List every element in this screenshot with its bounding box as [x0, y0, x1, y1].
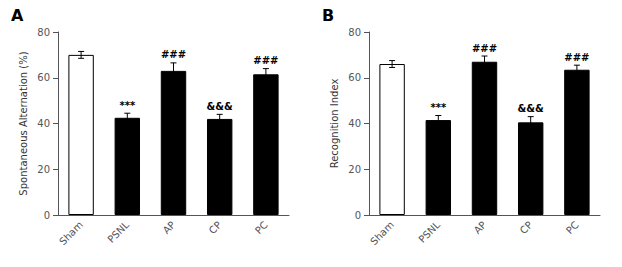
svg-text:40: 40 [348, 118, 361, 129]
svg-text:###: ### [472, 43, 497, 54]
svg-text:Recognition Index: Recognition Index [329, 79, 340, 169]
svg-text:###: ### [564, 52, 589, 63]
svg-text:PSNL: PSNL [416, 219, 442, 245]
svg-text:80: 80 [348, 27, 361, 38]
svg-text:PC: PC [564, 219, 581, 236]
svg-text:AP: AP [472, 219, 489, 236]
svg-text:***: *** [430, 102, 446, 113]
svg-text:Sham: Sham [57, 219, 85, 247]
svg-text:&&&: &&& [207, 101, 233, 112]
svg-text:60: 60 [348, 72, 361, 83]
svg-text:20: 20 [37, 164, 50, 175]
svg-text:0: 0 [44, 210, 50, 221]
svg-text:B: B [322, 6, 334, 25]
svg-text:AP: AP [161, 219, 178, 236]
svg-text:Spontaneous Alternation (%): Spontaneous Alternation (%) [18, 51, 29, 195]
svg-text:A: A [11, 6, 24, 25]
svg-text:20: 20 [348, 164, 361, 175]
svg-text:40: 40 [37, 118, 50, 129]
svg-text:Sham: Sham [368, 219, 396, 247]
svg-text:&&&: &&& [518, 103, 544, 114]
svg-text:0: 0 [355, 210, 361, 221]
svg-text:PSNL: PSNL [105, 219, 131, 245]
svg-text:PC: PC [253, 219, 270, 236]
svg-text:###: ### [253, 55, 278, 66]
svg-text:80: 80 [37, 27, 50, 38]
svg-text:CP: CP [518, 219, 535, 236]
svg-text:CP: CP [207, 219, 224, 236]
svg-text:60: 60 [37, 72, 50, 83]
svg-text:***: *** [119, 100, 135, 111]
svg-text:###: ### [161, 49, 186, 60]
